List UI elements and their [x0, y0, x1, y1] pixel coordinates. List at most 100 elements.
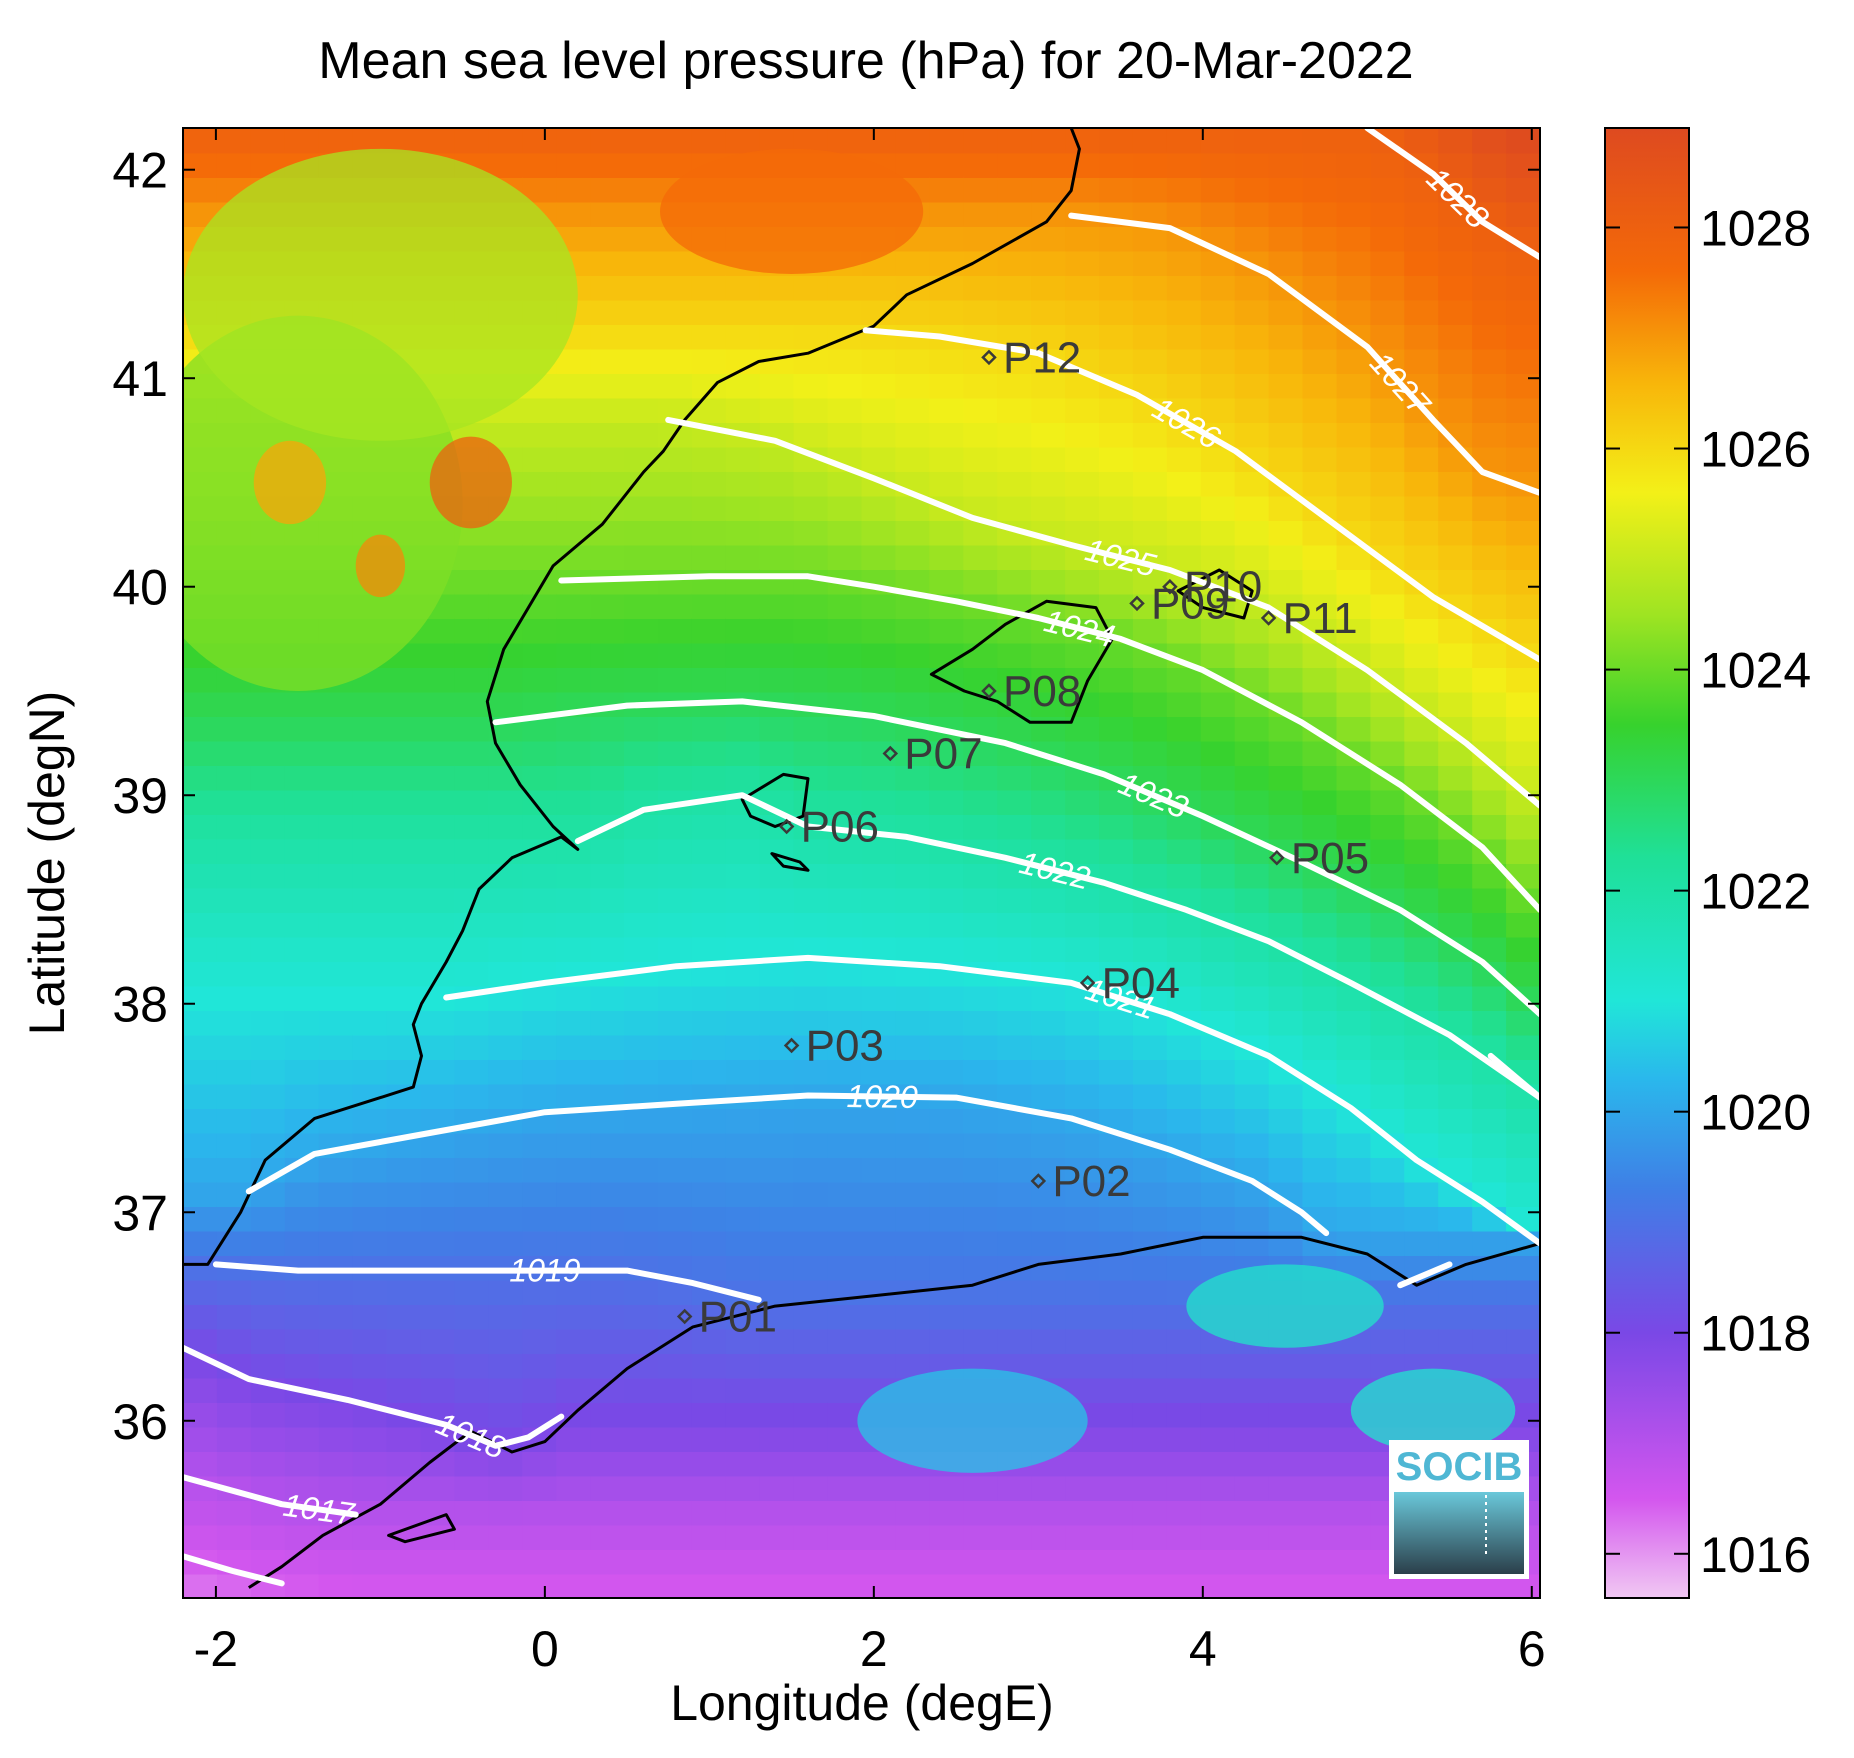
field-cell: [1031, 1549, 1066, 1575]
field-cell: [556, 716, 592, 742]
field-cell: [590, 201, 625, 227]
field-cell: [183, 1108, 218, 1134]
field-cell: [488, 1034, 524, 1060]
field-cell: [963, 985, 999, 1011]
field-cell: [1099, 1157, 1134, 1183]
field-cell: [793, 1402, 829, 1428]
field-cell: [725, 324, 761, 350]
field-cell: [827, 1328, 863, 1354]
field-cell: [929, 1549, 965, 1575]
field-cell: [352, 814, 388, 840]
field-cell: [1031, 495, 1066, 521]
field-cell: [250, 1108, 286, 1134]
field-cell: [352, 1010, 388, 1036]
field-cell: [1506, 593, 1540, 619]
field-cell: [556, 1451, 592, 1477]
field-cell: [1065, 495, 1100, 521]
field-cell: [997, 152, 1033, 178]
field-cell: [1132, 1034, 1168, 1060]
field-cell: [1404, 1034, 1440, 1060]
field-cell: [1268, 1157, 1304, 1183]
field-cell: [556, 1059, 592, 1085]
field-cell: [1438, 642, 1474, 668]
field-cell: [1370, 1083, 1406, 1109]
field-cell: [1302, 544, 1338, 570]
field-cell: [759, 618, 795, 644]
field-cell: [1370, 740, 1406, 766]
field-cell: [658, 495, 693, 521]
field-cell: [590, 471, 625, 497]
field-cell: [183, 1034, 218, 1060]
field-cell: [827, 1059, 863, 1085]
field-cell: [1200, 1206, 1236, 1232]
field-cell: [1336, 128, 1372, 154]
field-cell: [691, 765, 727, 791]
isobar-1023: [492, 698, 1540, 1018]
field-cell: [1200, 838, 1236, 864]
field-cell: [624, 618, 659, 644]
field-cell: [861, 1157, 897, 1183]
isobar-1020: [1397, 1261, 1453, 1289]
field-cell: [590, 936, 625, 962]
field-cell: [929, 814, 965, 840]
field-cell: [895, 936, 931, 962]
field-cell: [318, 1475, 354, 1501]
field-cell: [658, 250, 693, 276]
field-cell: [793, 985, 829, 1011]
field-cell: [522, 936, 558, 962]
field-cell: [488, 912, 524, 938]
field-cell: [352, 838, 388, 864]
field-cell: [861, 912, 897, 938]
field-cell: [488, 128, 524, 154]
field-cell: [1404, 1108, 1440, 1134]
field-cell: [1268, 299, 1304, 325]
field-cell: [1370, 912, 1406, 938]
field-cell: [691, 1451, 727, 1477]
field-cell: [590, 1108, 625, 1134]
field-cell: [895, 1132, 931, 1158]
field-cell: [250, 740, 286, 766]
field-cell: [522, 642, 558, 668]
field-cell: [352, 1353, 388, 1379]
field-cell: [1302, 226, 1338, 252]
field-cell: [556, 765, 592, 791]
field-cell: [250, 1034, 286, 1060]
field-cell: [963, 1328, 999, 1354]
field-cell: [1336, 1034, 1372, 1060]
field-cell: [861, 397, 897, 423]
field-cell: [454, 765, 490, 791]
field-cell: [284, 691, 320, 717]
field-cell: [963, 912, 999, 938]
field-cell: [488, 1010, 524, 1036]
field-cell: [895, 1206, 931, 1232]
field-cell: [454, 1083, 490, 1109]
field-cell: [386, 667, 422, 693]
field-cell: [1099, 1549, 1134, 1575]
field-cell: [691, 863, 727, 889]
field-cell: [1302, 1377, 1338, 1403]
field-cell: [725, 569, 761, 595]
field-cell: [1200, 544, 1236, 570]
field-cell: [1438, 1059, 1474, 1085]
field-cell: [759, 985, 795, 1011]
field-cell: [590, 1206, 625, 1232]
field-cell: [1302, 569, 1338, 595]
field-cell: [1336, 250, 1372, 276]
field-cell: [1200, 471, 1236, 497]
field-cell: [1031, 1573, 1066, 1598]
field-cell: [590, 716, 625, 742]
field-cell: [1370, 1206, 1406, 1232]
field-cell: [1336, 765, 1372, 791]
field-cell: [352, 912, 388, 938]
field-cell: [1065, 471, 1100, 497]
field-cell: [861, 1206, 897, 1232]
field-cell: [1268, 863, 1304, 889]
field-cell: [759, 1402, 795, 1428]
field-cell: [590, 1010, 625, 1036]
field-cell: [827, 1500, 863, 1526]
field-cell: [1099, 593, 1134, 619]
field-cell: [1031, 422, 1066, 448]
field-cell: [861, 373, 897, 399]
field-cell: [1506, 544, 1540, 570]
